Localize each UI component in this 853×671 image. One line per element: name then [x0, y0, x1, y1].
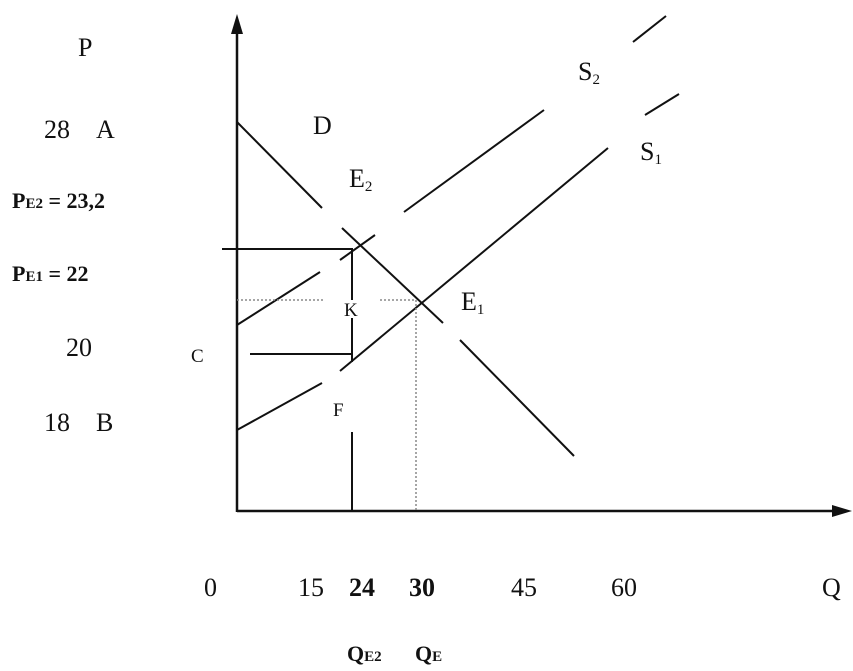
demand-curve [341, 227, 444, 324]
supply-curve-s2 [632, 15, 667, 43]
x-axis-title: Q [822, 573, 841, 602]
point-b-label: B [96, 408, 113, 437]
demand-curve [236, 121, 323, 209]
q-15-label: 15 [298, 573, 324, 602]
pe2-label: PE2 = 23,2 [12, 188, 105, 213]
qe2-label: QE2 [347, 641, 382, 666]
price-28-label: 28 [44, 115, 70, 144]
supply-curve-s1 [339, 147, 609, 372]
e2-label: E2 [349, 164, 372, 195]
demand-label: D [313, 111, 332, 140]
demand-curve [459, 339, 575, 457]
s2-label: S2 [578, 57, 600, 88]
s1-label: S1 [640, 137, 662, 168]
point-f-label: F [333, 400, 344, 421]
supply-curve-s2 [339, 234, 376, 261]
y-axis-arrow [231, 14, 243, 34]
supply-curve-s2 [236, 271, 321, 326]
q-24-label: 24 [349, 573, 375, 602]
y-axis-title: P [78, 33, 92, 62]
x-axis-arrow [832, 505, 852, 517]
qe-label: QE [415, 641, 442, 666]
pe1-label: PE1 = 22 [12, 261, 89, 286]
e1-label: E1 [461, 287, 484, 318]
point-a-label: A [96, 115, 115, 144]
supply-curve-s2 [403, 109, 545, 213]
point-c-label: C [191, 346, 204, 367]
q-45-label: 45 [511, 573, 537, 602]
q-0-label: 0 [204, 573, 217, 602]
price-18-label: 18 [44, 408, 70, 437]
point-k-label: K [344, 300, 358, 321]
supply-curve-s1 [644, 93, 680, 116]
price-20-label: 20 [66, 333, 92, 362]
q-60-label: 60 [611, 573, 637, 602]
supply-curve-s1 [236, 382, 323, 431]
q-30-label: 30 [409, 573, 435, 602]
